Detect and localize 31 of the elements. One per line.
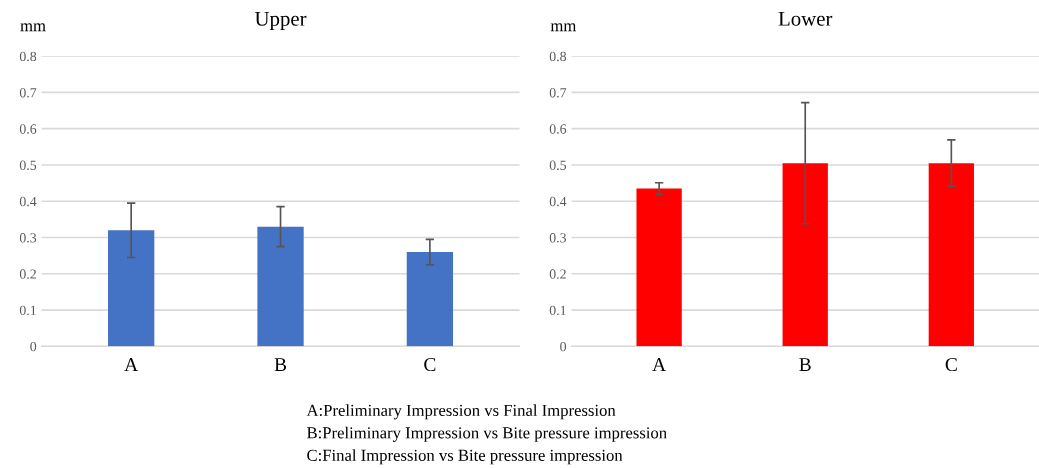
y-tick-label: 0.1 — [549, 305, 566, 316]
y-tick-label: 0.2 — [549, 269, 566, 279]
text: C:Final Impression vs Bite pressure impression — [307, 449, 623, 465]
y-tick-label: 0 — [30, 341, 37, 352]
chart-title: Upper — [254, 11, 307, 31]
y-tick-label: 0.8 — [549, 51, 567, 62]
y-tick-label: 0.4 — [19, 196, 37, 207]
y-tick-label: 0.6 — [19, 124, 37, 134]
x-tick-label: B — [274, 358, 287, 371]
text: B:Preliminary Impression vs Bite pressure impression — [306, 426, 667, 442]
y-axis-title: mm — [20, 23, 46, 32]
x-tick-label: C — [424, 358, 436, 372]
y-tick-label: 0.5 — [549, 160, 567, 170]
x-tick-label: B — [799, 358, 811, 371]
y-tick-label: 0.4 — [549, 196, 567, 207]
x-tick-label: A — [652, 358, 666, 371]
y-tick-label: 0.8 — [19, 51, 37, 62]
y-tick-label: 0.3 — [19, 233, 37, 243]
y-axis-title: mm — [550, 23, 577, 32]
y-tick-label: 0.2 — [19, 269, 36, 279]
x-tick-label: C — [945, 358, 957, 372]
chart-title: Lower — [778, 11, 833, 26]
y-tick-label: 0.5 — [19, 160, 37, 170]
y-tick-label: 0.7 — [549, 88, 567, 98]
y-tick-label: 0.3 — [549, 233, 567, 243]
y-tick-label: 0.7 — [19, 88, 37, 98]
y-tick-label: 0.6 — [549, 124, 567, 134]
y-tick-label: 0 — [560, 341, 567, 352]
text: A:Preliminary Impression vs Final Impression — [306, 404, 616, 420]
y-tick-label: 0.1 — [19, 305, 36, 316]
x-tick-label: A — [124, 358, 139, 371]
